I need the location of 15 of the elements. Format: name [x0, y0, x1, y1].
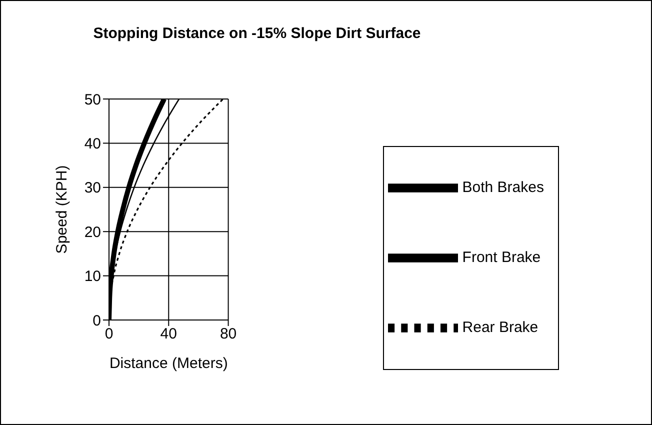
y-tick-label: 20 [84, 224, 101, 241]
y-axis-title: Speed (KPH) [53, 165, 70, 254]
legend-label: Rear Brake [462, 319, 538, 336]
y-tick-label: 0 [92, 312, 101, 330]
y-tick-label: 10 [84, 268, 101, 286]
x-tick-label: 80 [220, 326, 237, 343]
y-tick-label: 50 [84, 91, 101, 108]
legend-label: Both Brakes [462, 179, 544, 196]
chart-title: Stopping Distance on -15% Slope Dirt Surface [92, 25, 422, 42]
x-tick-label: 0 [104, 326, 114, 343]
x-tick-label: 40 [160, 326, 177, 343]
x-axis-title: Distance (Meters) [109, 355, 228, 372]
y-tick-label: 30 [84, 180, 101, 197]
legend-label: Front Brake [462, 249, 541, 266]
y-tick-label: 40 [84, 136, 101, 153]
